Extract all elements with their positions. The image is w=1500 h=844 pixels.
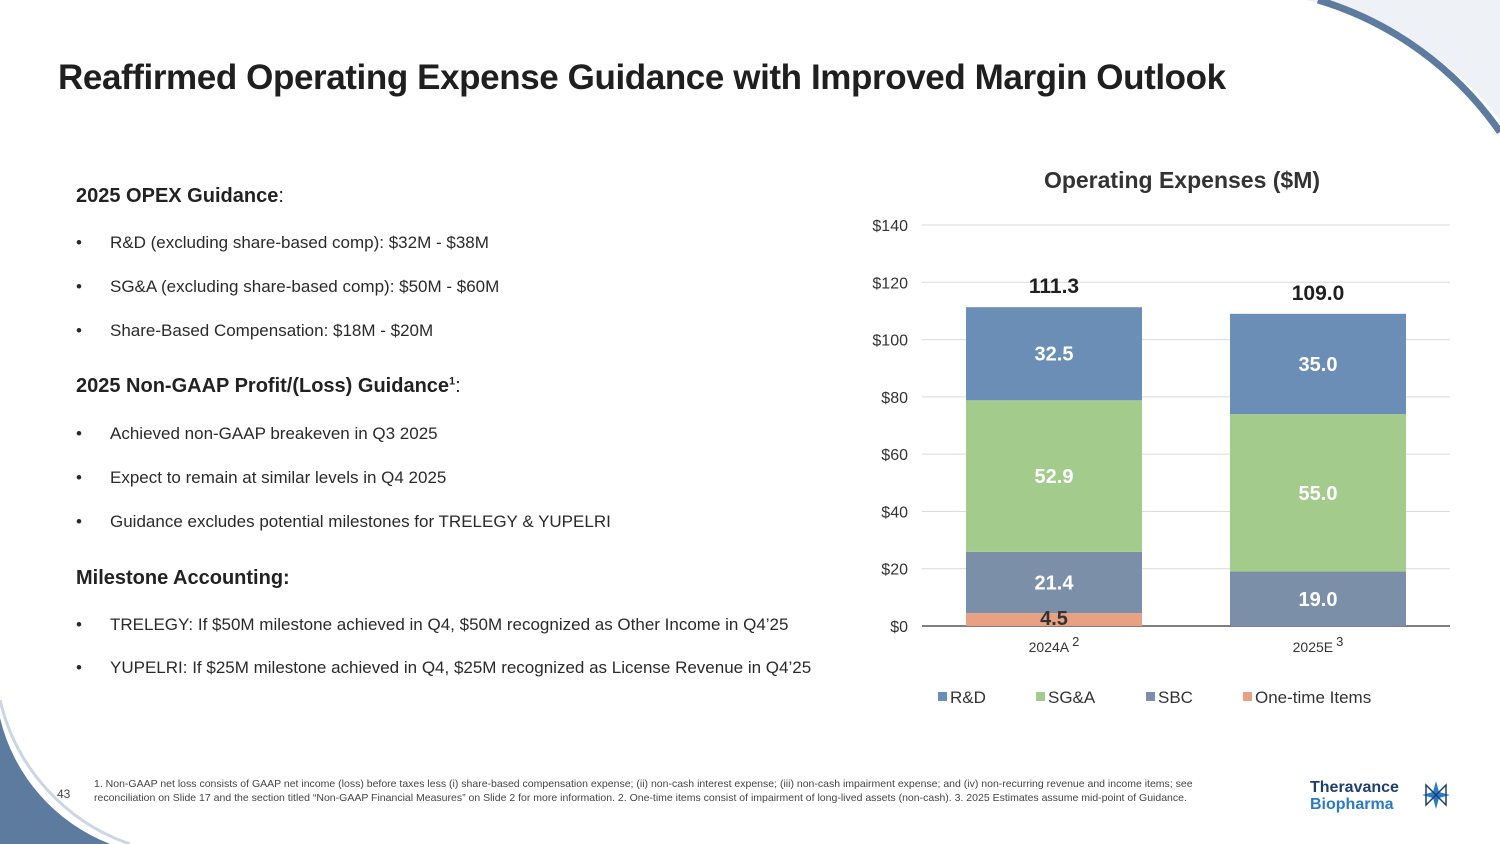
x-tick-label: 2025E 3 (1293, 634, 1344, 655)
list-item: • R&D (excluding share-based comp): $32M … (76, 233, 499, 253)
page-number: 43 (57, 787, 71, 801)
legend-label: SG&A (1048, 688, 1096, 707)
bar-segment (966, 400, 1142, 552)
y-tick-label: $140 (872, 218, 908, 235)
bar-segment (1230, 313, 1406, 415)
milestone-accounting-list: • TRELEGY: If $50M milestone achieved in … (76, 615, 811, 678)
bar-value-label: 21.4 (1035, 572, 1075, 594)
bar-total-label: 111.3 (1029, 275, 1079, 298)
bar-value-label: 35.0 (1299, 354, 1338, 376)
list-item: • Expect to remain at similar levels in Q… (76, 468, 611, 488)
legend-label: One-time Items (1255, 688, 1371, 707)
bullet-icon: • (76, 424, 82, 443)
legend-label: SBC (1158, 688, 1193, 707)
bar-segment (966, 613, 1142, 626)
x-tick-superscript: 2 (1072, 634, 1079, 649)
bar-value-label: 32.5 (1035, 344, 1074, 366)
legend-label: R&D (950, 688, 986, 707)
heading-suffix: : (455, 375, 461, 397)
slide-title: Reaffirmed Operating Expense Guidance wi… (58, 58, 1226, 97)
bar-segment (1230, 414, 1406, 572)
bullet-icon: • (76, 615, 82, 634)
y-tick-label: $100 (872, 333, 908, 350)
bar-value-label: 52.9 (1035, 466, 1074, 488)
bar-value-label: 55.0 (1299, 483, 1338, 505)
y-tick-label: $20 (881, 562, 908, 579)
list-item: • Share-Based Compensation: $18M - $20M (76, 321, 499, 341)
chart-title: Operating Expenses ($M) (1044, 167, 1320, 193)
y-tick-label: $0 (890, 619, 908, 636)
bar-segment (966, 551, 1142, 614)
legend-swatch (938, 692, 947, 701)
bullet-text: Expect to remain at similar levels in Q4… (110, 468, 447, 487)
bullet-text: Share-Based Compensation: $18M - $20M (110, 321, 434, 340)
x-axis-tick-labels: 2024A 2 2025E 3 (1029, 634, 1344, 655)
chart-data-labels: 4.5 21.4 52.9 32.5 111.3 19.0 55.0 35.0 109.0 (1029, 275, 1344, 630)
bullet-icon: • (76, 277, 82, 296)
milestone-accounting-heading-text: Milestone Accounting: (76, 567, 290, 589)
legend-swatch (1036, 692, 1045, 701)
y-tick-label: $60 (881, 447, 908, 464)
bullet-icon: • (76, 512, 82, 531)
bullet-icon: • (76, 321, 82, 340)
y-tick-label: $40 (881, 504, 908, 521)
list-item: • TRELEGY: If $50M milestone achieved in … (76, 615, 811, 635)
list-item: • SG&A (excluding share-based comp): $50M… (76, 277, 499, 297)
company-logo: Theravance Biopharma (1310, 779, 1399, 813)
opex-guidance-list: • R&D (excluding share-based comp): $32M … (76, 233, 499, 341)
bar-segment (966, 307, 1142, 401)
y-tick-label: $80 (881, 390, 908, 407)
bar-value-label: 4.5 (1040, 608, 1068, 630)
milestone-accounting-heading: Milestone Accounting: (76, 567, 290, 590)
non-gaap-guidance-heading: 2025 Non-GAAP Profit/(Loss) Guidance1: (76, 375, 461, 398)
chart-legend: R&D SG&A SBC One-time Items (938, 688, 1371, 707)
footnote: 1. Non-GAAP net loss consists of GAAP ne… (94, 778, 1193, 804)
bullet-icon: • (76, 233, 82, 252)
x-tick-superscript: 3 (1336, 634, 1343, 649)
list-item: • YUPELRI: If $25M milestone achieved in … (76, 658, 811, 678)
x-tick-text: 2024A (1029, 639, 1070, 655)
bullet-text: TRELEGY: If $50M milestone achieved in Q… (110, 615, 789, 634)
bullet-text: SG&A (excluding share-based comp): $50M … (110, 277, 500, 296)
operating-expenses-chart: Operating Expenses ($M) $0 $20 $40 $60 $80 $1… (872, 167, 1450, 707)
bullet-text: Guidance excludes potential milestones f… (110, 512, 611, 531)
footnote-marker: 1 (449, 375, 456, 388)
list-item: • Guidance excludes potential milestones … (76, 512, 611, 532)
list-item: • Achieved non-GAAP breakeven in Q3 2025 (76, 424, 611, 444)
legend-swatch (1243, 692, 1252, 701)
y-axis-tick-labels: $0 $20 $40 $60 $80 $100 $120 $140 (872, 218, 908, 636)
logo-line-2: Biopharma (1310, 796, 1394, 813)
heading-suffix: : (278, 185, 284, 207)
logo-star-icon (1422, 781, 1450, 809)
bullet-icon: • (76, 468, 82, 487)
bullet-text: Achieved non-GAAP breakeven in Q3 2025 (110, 424, 438, 443)
non-gaap-guidance-heading-text: 2025 Non-GAAP Profit/(Loss) Guidance (76, 375, 450, 397)
x-tick-label: 2024A 2 (1029, 634, 1080, 655)
bullet-icon: • (76, 658, 82, 677)
logo-line-1: Theravance (1310, 779, 1399, 796)
bar-value-label: 19.0 (1299, 589, 1338, 611)
bullet-text: R&D (excluding share-based comp): $32M -… (110, 233, 489, 252)
bar-segment (1230, 571, 1406, 626)
opex-guidance-heading-text: 2025 OPEX Guidance (76, 185, 279, 207)
legend-swatch (1146, 692, 1155, 701)
bullet-text: YUPELRI: If $25M milestone achieved in Q… (110, 658, 812, 677)
x-tick-text: 2025E (1293, 639, 1333, 655)
bar-total-label: 109.0 (1292, 282, 1345, 305)
non-gaap-guidance-list: • Achieved non-GAAP breakeven in Q3 2025 … (76, 424, 611, 532)
opex-guidance-heading: 2025 OPEX Guidance: (76, 185, 284, 208)
y-tick-label: $120 (872, 275, 908, 292)
chart-bars (966, 307, 1406, 626)
